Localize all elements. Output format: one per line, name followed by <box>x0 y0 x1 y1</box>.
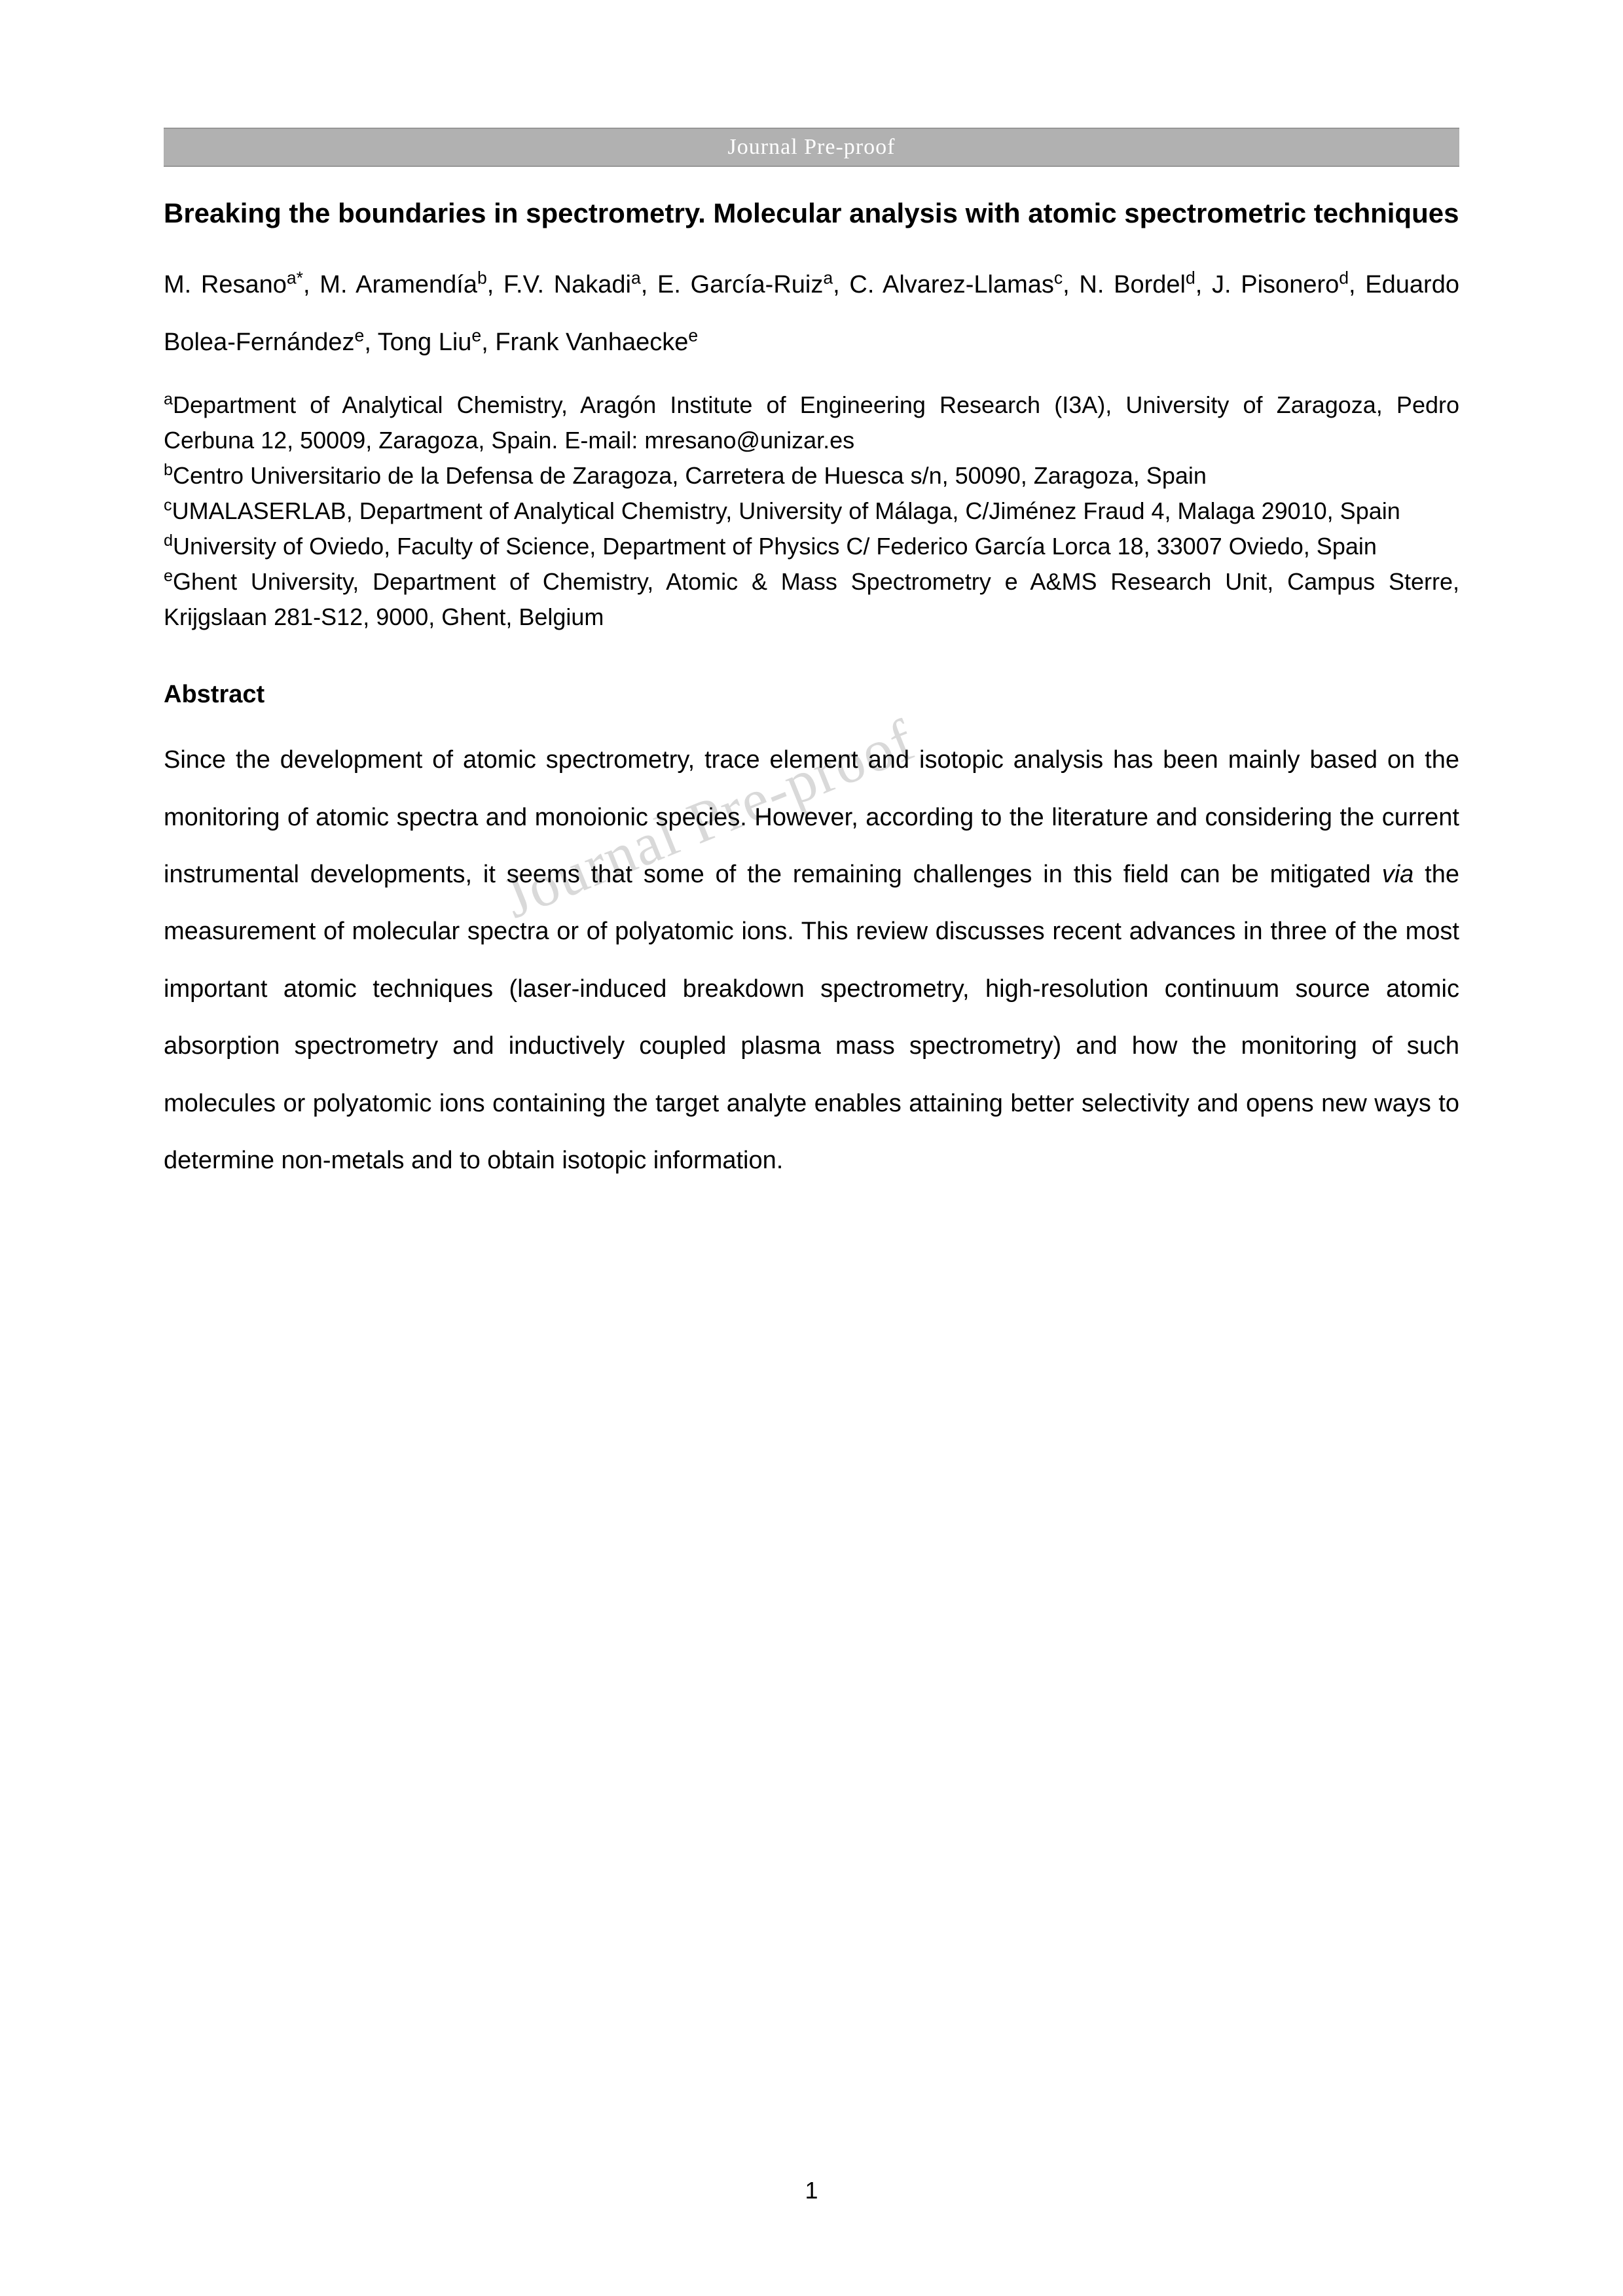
page-number: 1 <box>0 2177 1623 2204</box>
authors-list: M. Resanoa*, M. Aramendíab, F.V. Nakadia… <box>164 257 1459 371</box>
abstract-heading: Abstract <box>164 681 1459 709</box>
abstract-text: Since the development of atomic spectrom… <box>164 732 1459 1189</box>
preproof-band-text: Journal Pre-proof <box>728 135 896 160</box>
affiliation-a: aDepartment of Analytical Chemistry, Ara… <box>164 387 1459 458</box>
page-content: Breaking the boundaries in spectrometry.… <box>164 183 1459 1189</box>
preproof-band: Journal Pre-proof <box>164 128 1459 167</box>
affiliation-e: eGhent University, Department of Chemist… <box>164 564 1459 635</box>
article-title: Breaking the boundaries in spectrometry.… <box>164 183 1459 243</box>
affiliation-d: dUniversity of Oviedo, Faculty of Scienc… <box>164 529 1459 564</box>
affiliation-c: cUMALASERLAB, Department of Analytical C… <box>164 493 1459 529</box>
affiliations-block: aDepartment of Analytical Chemistry, Ara… <box>164 387 1459 635</box>
affiliation-b: bCentro Universitario de la Defensa de Z… <box>164 458 1459 493</box>
